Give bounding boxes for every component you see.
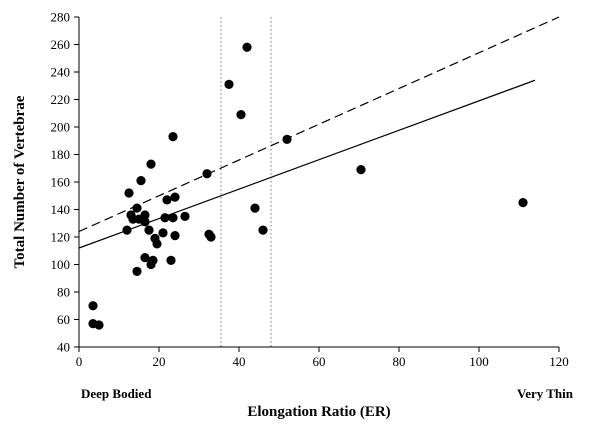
data-point [124,188,134,198]
data-point [282,134,292,144]
data-point [250,203,260,213]
data-point [122,225,132,235]
y-tick-label: 180 [51,147,71,162]
data-point [356,165,366,175]
y-tick-label: 280 [51,10,71,25]
data-point [518,198,528,208]
y-tick-label: 140 [51,202,71,217]
data-point [168,213,178,223]
y-tick-label: 100 [51,257,71,272]
data-point [162,195,172,205]
x-tick-label: 60 [313,354,326,369]
data-point [132,203,142,213]
solid-fit-line [78,79,536,249]
data-point [180,211,190,221]
data-point [140,217,150,227]
x-tick-label: 0 [76,354,83,369]
data-point [158,228,168,238]
x-tick-label: 120 [549,354,569,369]
x-tick-label: 40 [233,354,246,369]
data-point [258,225,268,235]
data-point [170,231,180,241]
data-point [136,176,146,186]
x-axis-title: Elongation Ratio (ER) [247,404,390,420]
data-point [140,210,150,220]
fit-lines [78,16,560,249]
y-tick-label: 160 [51,175,71,190]
data-point [242,42,252,52]
x-tick-label: 80 [393,354,406,369]
data-point [148,255,158,265]
y-tick-label: 240 [51,65,71,80]
data-point [168,132,178,142]
data-point [206,232,216,242]
y-tick-label: 40 [57,340,70,355]
y-axis-title: Total Number of Vertebrae [12,95,28,268]
y-tick-label: 80 [57,285,70,300]
x-tick-label: 20 [153,354,166,369]
data-point [94,320,104,330]
axes [74,16,560,352]
data-point [170,192,180,202]
data-point [166,255,176,265]
reference-lines [220,17,272,347]
data-point [160,213,170,223]
y-tick-label: 200 [51,120,71,135]
dashed-fit-line [78,16,560,233]
data-point [132,266,142,276]
annotation-deep-bodied: Deep Bodied [81,386,152,401]
data-point [236,110,246,120]
data-points [88,42,528,330]
data-point [202,169,212,179]
data-point [152,239,162,249]
data-point [88,301,98,311]
x-tick-label: 100 [469,354,489,369]
data-point [146,159,156,169]
y-tick-label: 220 [51,92,71,107]
y-tick-label: 60 [57,312,70,327]
annotation-very-thin: Very Thin [517,386,574,401]
y-tick-label: 120 [51,230,71,245]
tick-labels: 0 20 40 60 80 100 120 40 60 80 100 120 140 160 180 200 2… [51,10,569,370]
y-tick-label: 260 [51,37,71,52]
data-point [140,253,150,263]
data-point [144,225,154,235]
data-point [224,79,234,89]
